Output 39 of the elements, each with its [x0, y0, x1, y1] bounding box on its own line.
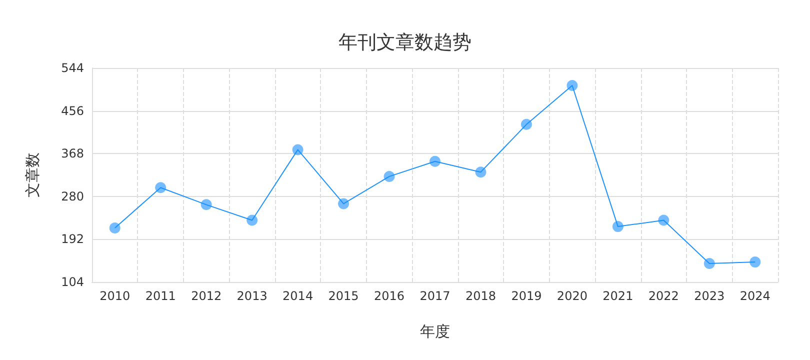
point — [109, 222, 120, 234]
y-tick-label: 368 — [61, 146, 84, 161]
point — [430, 156, 440, 167]
chart-title: 年刊文章数趋势 — [338, 32, 472, 54]
x-tick-label: 2022 — [648, 289, 679, 303]
y-tick-label: 544 — [61, 61, 84, 75]
point — [704, 258, 715, 270]
point — [566, 80, 578, 92]
x-tick-label: 2019 — [511, 289, 542, 303]
y-tick-label: 456 — [61, 104, 84, 118]
y-tick-label: 192 — [61, 232, 84, 246]
x-tick-label: 2021 — [602, 289, 634, 303]
y-tick-label: 280 — [61, 189, 84, 204]
x-tick-label: 2010 — [100, 289, 130, 303]
point — [612, 221, 624, 232]
x-tick-label: 2016 — [374, 289, 405, 303]
x-tick-label: 2018 — [465, 289, 496, 303]
x-tick-label: 2020 — [556, 289, 588, 303]
x-tick-label: 2024 — [740, 289, 770, 303]
y-axis-title: 文章数 — [24, 152, 42, 198]
x-tick-label: 2014 — [282, 289, 314, 303]
point — [155, 182, 166, 194]
point — [338, 198, 350, 210]
point — [658, 214, 670, 226]
x-tick-label: 2013 — [236, 289, 268, 303]
point — [246, 214, 258, 226]
point — [384, 170, 395, 182]
y-tick-label: 104 — [61, 275, 84, 289]
x-axis-title: 年度 — [420, 322, 450, 340]
x-tick-label: 2012 — [191, 289, 222, 303]
x-tick-label: 2023 — [694, 289, 725, 303]
x-tick-label: 2015 — [328, 289, 359, 303]
x-tick-label: 2017 — [420, 289, 450, 303]
point — [750, 256, 761, 268]
point — [520, 118, 532, 130]
point — [475, 166, 486, 178]
point — [200, 199, 212, 210]
x-tick-label: 2011 — [145, 289, 176, 303]
point — [292, 144, 304, 156]
